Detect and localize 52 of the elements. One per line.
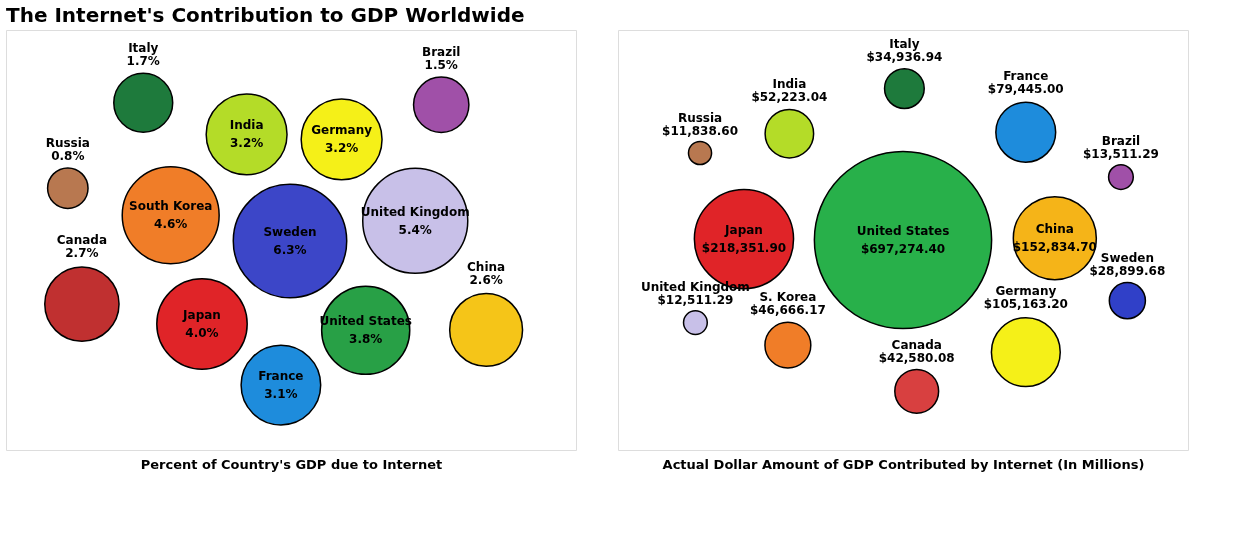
data-label: $697,274.40 [860, 242, 946, 256]
category-label: India [229, 118, 264, 133]
data-label: 3.1% [264, 387, 298, 402]
category-label: Germany [995, 284, 1057, 299]
data-label: 1.5% [424, 57, 458, 72]
data-label: 2.7% [65, 246, 99, 261]
data-label: 2.6% [469, 272, 503, 287]
category-label: France [258, 369, 304, 384]
category-label: S. Korea [759, 290, 817, 305]
data-label: 1.7% [126, 53, 160, 68]
data-label: 5.4% [398, 222, 432, 237]
category-label: Brazil [422, 44, 461, 59]
category-label: Italy [128, 40, 159, 55]
category-label: Canada [891, 337, 942, 352]
data-label: 0.8% [51, 149, 85, 164]
category-label: United Kingdom [640, 280, 750, 295]
data-label: $105,163.20 [983, 297, 1068, 312]
text: The Internet's Contribution to GDP Worldwide [6, 3, 525, 27]
data-label: $218,351.90 [701, 241, 787, 256]
data-label: 3.8% [349, 332, 383, 347]
category-label: Sweden [1100, 251, 1154, 266]
category-label: China [1035, 222, 1074, 237]
category-label: China [467, 259, 506, 274]
category-label: Japan [182, 308, 221, 322]
data-label: $11,838.60 [662, 123, 738, 138]
data-label: $12,511.29 [657, 293, 734, 308]
data-label: 4.0% [185, 326, 219, 340]
category-label: Japan [724, 223, 763, 238]
category-label: Italy [889, 37, 920, 52]
text: Actual Dollar Amount of GDP Contributed by Internet (In Millions) [662, 456, 1145, 472]
data-label: $13,511.29 [1082, 147, 1159, 162]
data-label: 3.2% [324, 141, 359, 156]
category-label: United States [856, 224, 950, 238]
data-label: $46,666.17 [749, 303, 826, 318]
data-label: 4.6% [154, 217, 188, 232]
data-label: $42,580.08 [878, 350, 955, 365]
category-label: Russia [45, 136, 90, 151]
data-label: 6.3% [273, 243, 307, 257]
category-label: France [1003, 69, 1049, 84]
category-label: Sweden [263, 225, 317, 239]
data-label: $52,223.04 [751, 90, 828, 105]
text: Percent of Country's GDP due to Internet [140, 456, 443, 472]
data-label: $34,936.94 [866, 50, 943, 65]
data-label: $28,899.68 [1089, 264, 1166, 279]
data-label: $79,445.00 [987, 82, 1064, 97]
category-label: Russia [677, 110, 723, 125]
data-label: 3.2% [229, 136, 264, 151]
category-label: India [772, 77, 807, 92]
category-label: Canada [56, 233, 108, 248]
category-label: Germany [311, 123, 373, 138]
category-label: South Korea [129, 199, 213, 214]
category-label: Brazil [1101, 134, 1141, 149]
